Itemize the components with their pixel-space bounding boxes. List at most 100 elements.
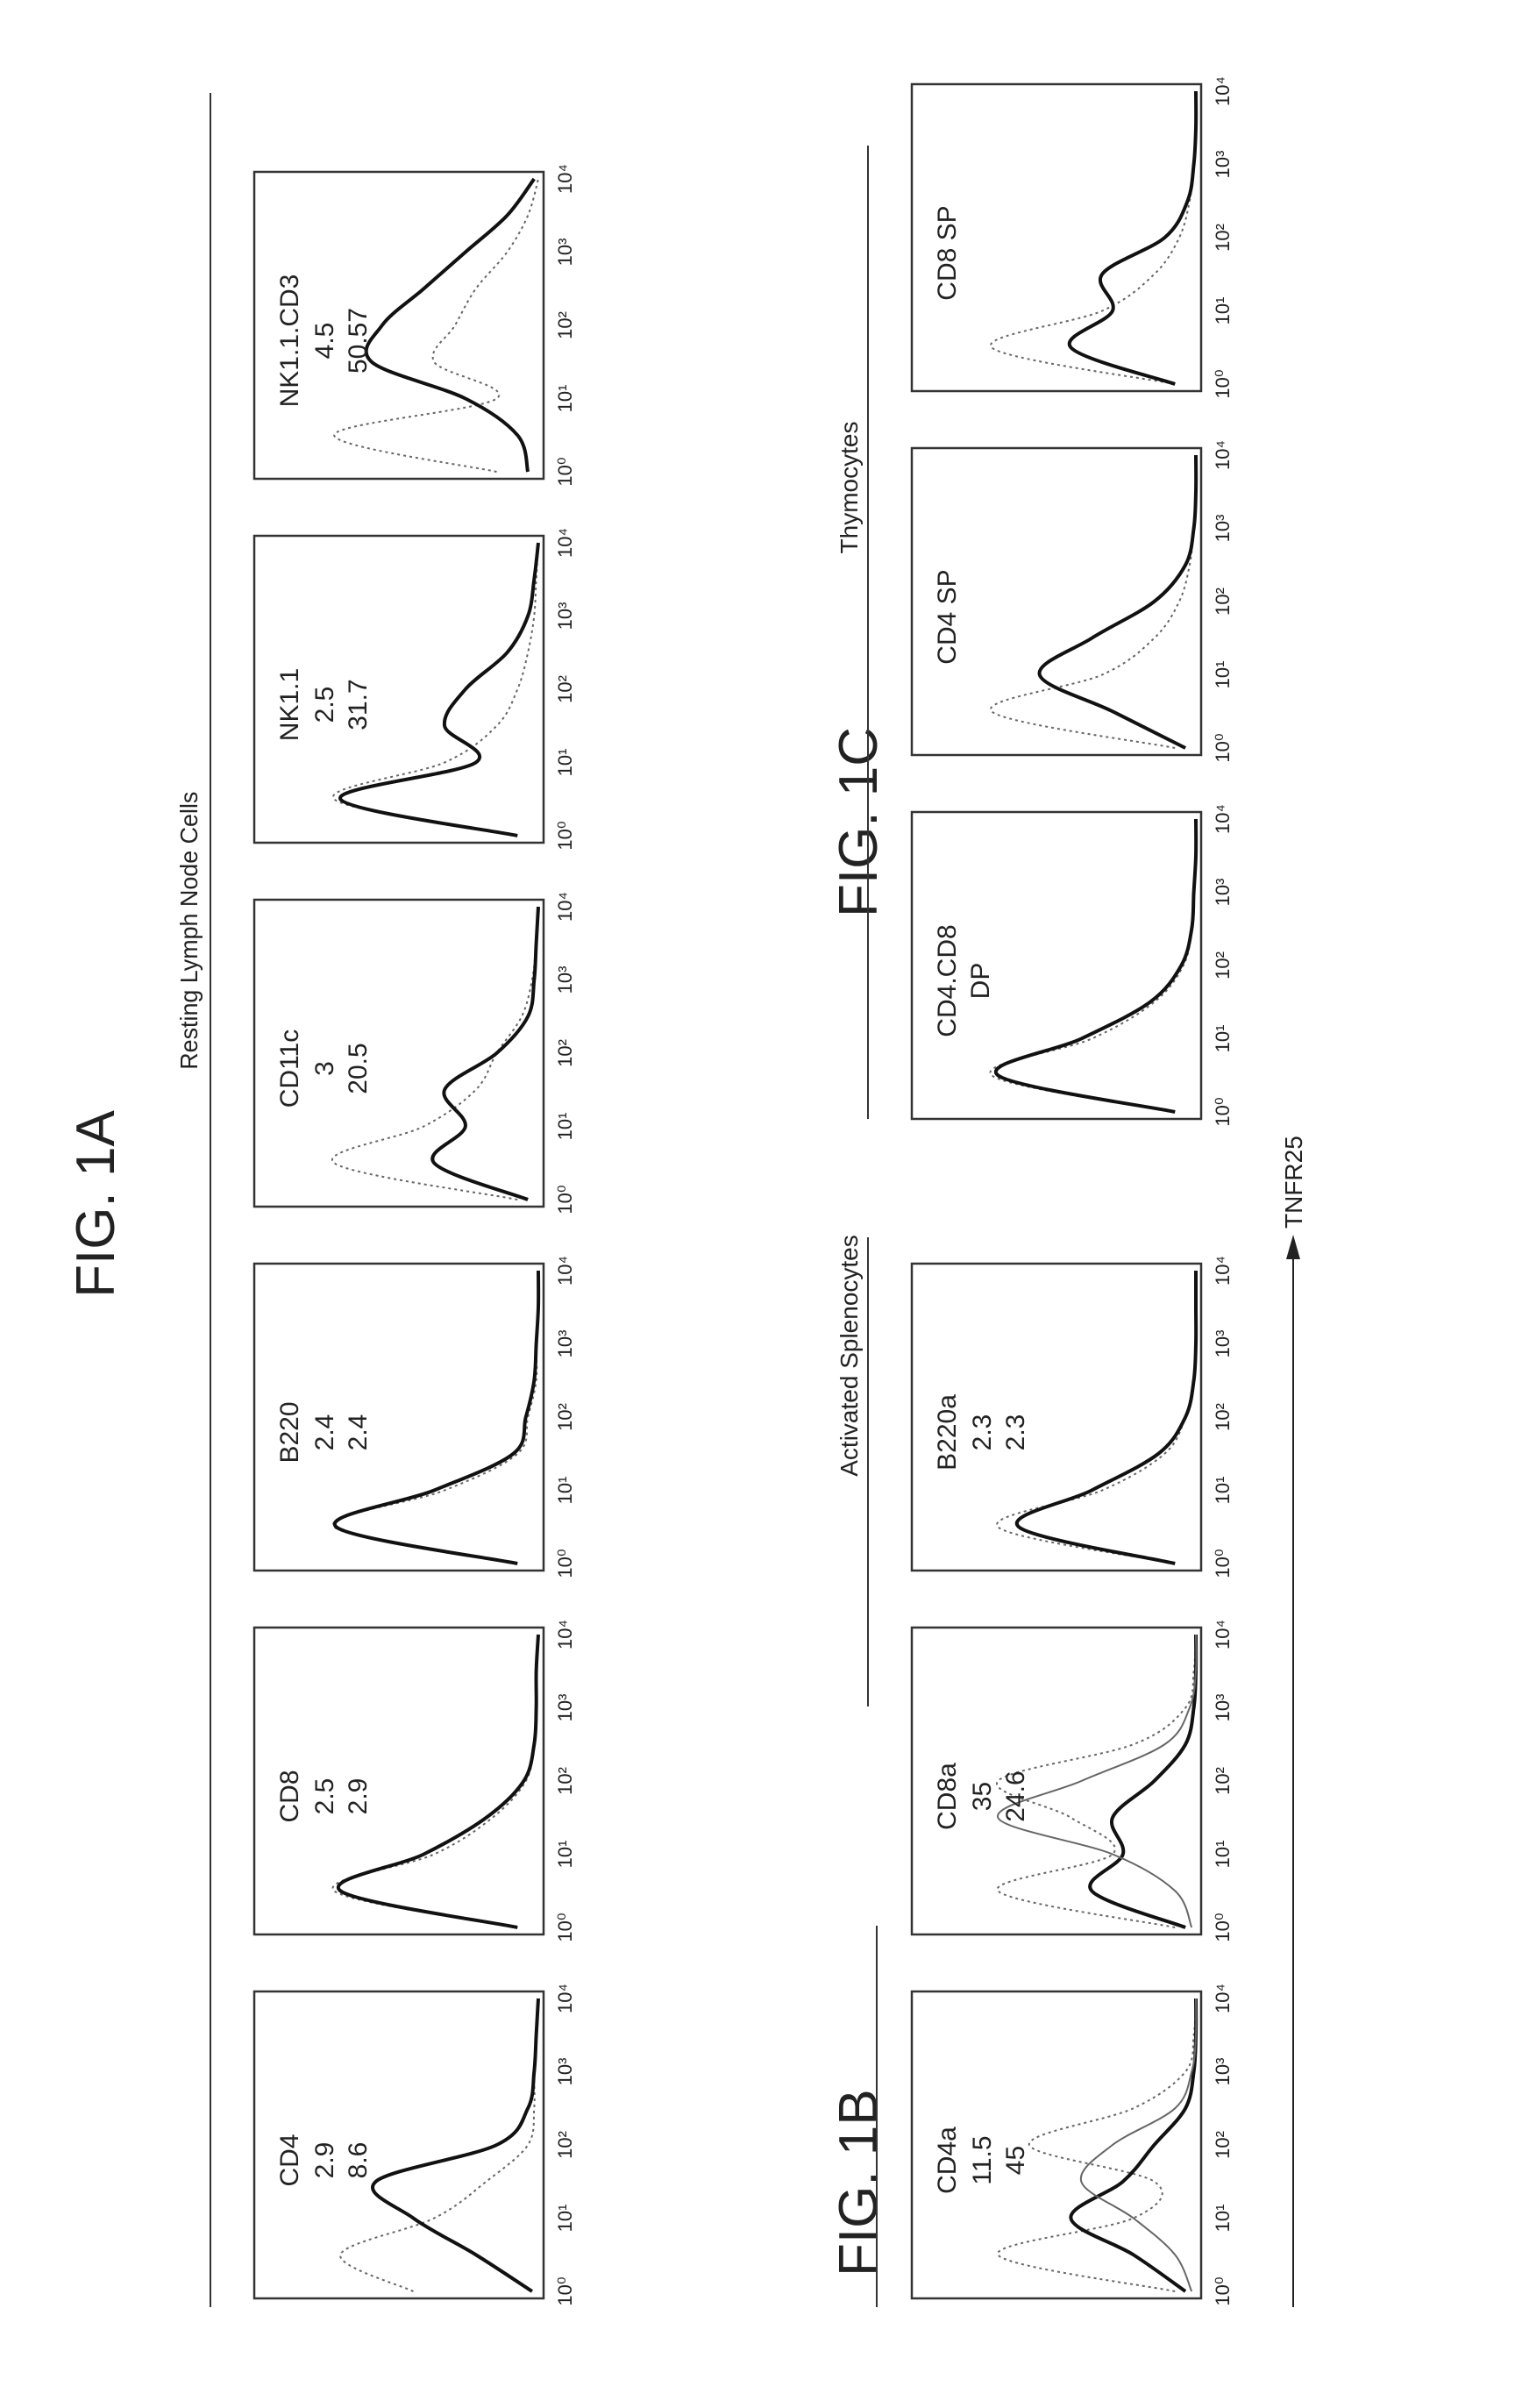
panel-label: B220 — [275, 1401, 304, 1463]
panel-8: B220a2.32.310⁰10¹10²10³10⁴ — [912, 1256, 1234, 1578]
x-tick-label: 10² — [554, 1403, 576, 1431]
panel-10: CD4 SP10⁰10¹10²10³10⁴ — [912, 440, 1234, 763]
x-tick-label: 10⁴ — [554, 528, 576, 558]
x-tick-label: 10¹ — [554, 1477, 576, 1505]
x-tick-label: 10⁰ — [1212, 369, 1234, 398]
undefined — [366, 179, 535, 472]
panel-annotation: 35 — [968, 1782, 997, 1811]
x-tick-label: 10¹ — [1212, 1841, 1234, 1869]
x-tick-label: 10³ — [554, 2058, 576, 2086]
x-tick-label: 10³ — [554, 602, 576, 630]
panel-0: CD42.98.610⁰10¹10²10³10⁴ — [254, 1984, 576, 2306]
x-tick-label: 10⁰ — [554, 1549, 576, 1578]
x-axis-arrowhead — [1286, 1235, 1300, 1259]
panel-annotation: 2.3 — [968, 1414, 997, 1451]
panel-annotation: 31.7 — [344, 679, 373, 730]
x-tick-label: 10⁰ — [554, 2276, 576, 2305]
x-tick-label: 10² — [554, 1767, 576, 1795]
x-tick-label: 10⁰ — [554, 1913, 576, 1941]
panel-annotation: 24.6 — [1001, 1770, 1030, 1821]
panel-label: NK1.1.CD3 — [275, 274, 304, 408]
x-tick-label: 10¹ — [1212, 1477, 1234, 1505]
undefined — [1017, 1271, 1196, 1564]
x-tick-label: 10³ — [1212, 879, 1234, 907]
panel-label: CD4a — [933, 2127, 962, 2194]
x-tick-label: 10⁰ — [554, 1185, 576, 1214]
panel-5: NK1.1.CD34.550.5710⁰10¹10²10³10⁴ — [254, 164, 576, 487]
panel-annotation: 2.9 — [310, 2142, 339, 2179]
panel-6: CD4a11.54510⁰10¹10²10³10⁴ — [912, 1984, 1234, 2306]
x-tick-label: 10⁴ — [554, 1620, 576, 1649]
x-tick-label: 10⁴ — [1212, 1984, 1234, 2013]
x-tick-label: 10¹ — [1212, 297, 1234, 325]
x-tick-label: 10¹ — [554, 1113, 576, 1141]
x-tick-label: 10³ — [554, 1330, 576, 1358]
x-tick-label: 10⁴ — [1212, 1256, 1234, 1286]
x-tick-label: 10¹ — [1212, 2205, 1234, 2233]
x-tick-label: 10¹ — [554, 2205, 576, 2233]
group-title-thymocytes: Thymocytes — [836, 422, 863, 554]
panel-annotation: 2.3 — [1001, 1414, 1030, 1451]
x-tick-label: 10⁰ — [1212, 733, 1234, 762]
panel-4: NK1.12.531.710⁰10¹10²10³10⁴ — [254, 528, 576, 851]
x-tick-label: 10¹ — [554, 385, 576, 413]
x-tick-label: 10² — [1212, 1403, 1234, 1431]
panel-label: CD4 SP — [933, 569, 962, 664]
panel-label: CD8 SP — [933, 205, 962, 300]
panel-label: NK1.1 — [275, 668, 304, 741]
panel-label: CD11c — [275, 1029, 304, 1108]
panel-annotation: 2.4 — [344, 1414, 373, 1451]
x-tick-label: 10³ — [554, 239, 576, 267]
panel-label: CD4.CD8 — [933, 924, 962, 1037]
fig-1c-label: FIG. 1C — [829, 727, 889, 917]
panel-sublabel: DP — [966, 963, 995, 1000]
x-tick-label: 10⁴ — [1212, 804, 1234, 834]
undefined — [373, 1998, 538, 2291]
panel-annotation: 2.4 — [310, 1414, 339, 1451]
panel-9: CD4.CD8DP10⁰10¹10²10³10⁴ — [912, 804, 1234, 1127]
x-tick-label: 10⁴ — [554, 1984, 576, 2013]
fig-1b-label: FIG. 1B — [829, 2089, 889, 2276]
panel-annotation: 50.57 — [344, 308, 373, 374]
panel-1: CD82.52.9 10⁰ 10¹ 10² 10³ 10⁴ — [254, 1620, 576, 1942]
x-tick-label: 10⁴ — [1212, 1620, 1234, 1649]
undefined — [990, 819, 1196, 1112]
x-tick-label: 10⁴ — [554, 164, 576, 194]
panels-layer: CD42.98.610⁰10¹10²10³10⁴CD82.52.910⁰10¹1… — [254, 76, 1234, 2306]
panel-annotation: 45 — [1001, 2146, 1030, 2175]
undefined — [996, 819, 1196, 1112]
panel-label: B220a — [933, 1394, 962, 1471]
x-tick-label: 10⁴ — [554, 1256, 576, 1286]
panel-label: CD4 — [275, 2134, 304, 2186]
panel-3: CD11c320.510⁰10¹10²10³10⁴ — [254, 892, 576, 1215]
x-tick-label: 10³ — [1212, 2058, 1234, 2086]
x-tick-label: 10¹ — [554, 1841, 576, 1869]
x-tick-label: 10⁴ — [1212, 76, 1234, 106]
group-title-activated: Activated Splenocytes — [836, 1235, 863, 1477]
undefined — [1070, 91, 1196, 384]
x-tick-label: 10³ — [554, 1694, 576, 1722]
x-tick-label: 10² — [554, 675, 576, 703]
x-tick-label: 10³ — [554, 966, 576, 994]
panel-annotation: 11.5 — [968, 2135, 997, 2184]
panel-annotation: 2.5 — [310, 1778, 339, 1815]
panel-label: CD8 — [275, 1770, 304, 1822]
fig-1a-label: FIG. 1A — [66, 1110, 126, 1298]
x-tick-label: 10⁴ — [1212, 440, 1234, 470]
panel-annotation: 2.5 — [310, 687, 339, 723]
undefined — [1070, 1998, 1196, 2291]
x-tick-label: 10⁴ — [554, 892, 576, 922]
panel-annotation: 2.9 — [344, 1778, 373, 1815]
x-tick-label: 10³ — [1212, 151, 1234, 179]
panel-annotation: 8.6 — [344, 2142, 373, 2179]
x-tick-label: 10² — [554, 1039, 576, 1067]
group-title-resting: Resting Lymph Node Cells — [174, 792, 203, 1070]
x-tick-label: 10² — [1212, 588, 1234, 616]
x-tick-label: 10⁰ — [554, 457, 576, 486]
x-tick-label: 10² — [1212, 2131, 1234, 2159]
panel-11: CD8 SP10⁰10¹10²10³10⁴ — [912, 76, 1234, 399]
x-tick-label: 10² — [1212, 1767, 1234, 1795]
